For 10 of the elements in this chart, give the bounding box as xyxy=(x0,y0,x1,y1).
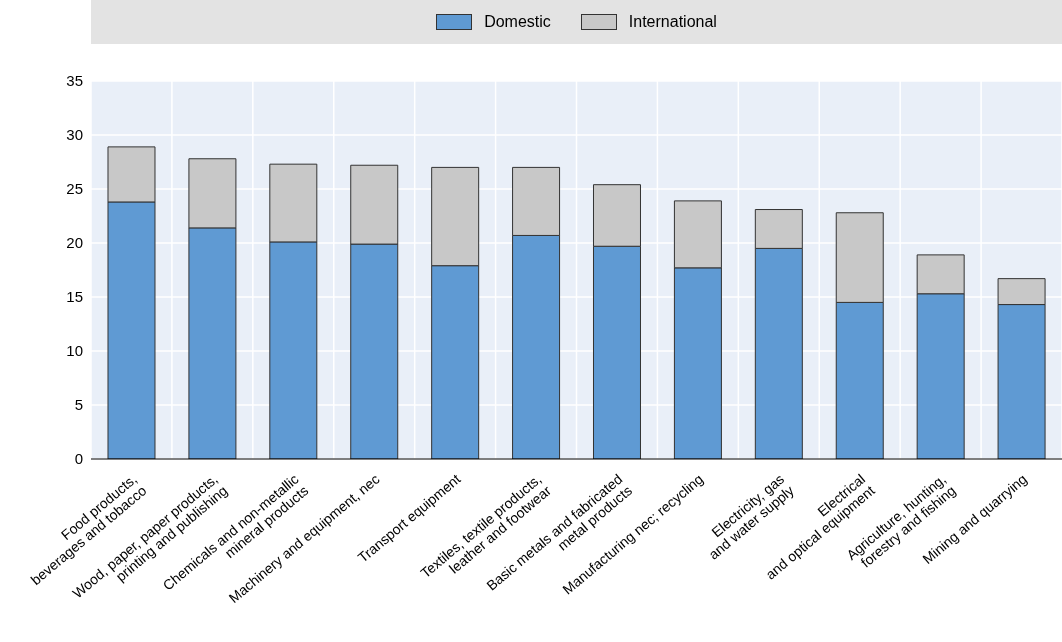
y-tick-label: 0 xyxy=(74,450,83,468)
y-tick-label: 10 xyxy=(66,342,83,360)
y-tick-label: 30 xyxy=(66,126,83,144)
y-tick-label: 35 xyxy=(66,72,83,90)
y-tick-label: 15 xyxy=(66,288,83,306)
y-tick-label: 25 xyxy=(66,180,83,198)
legend-label: Domestic xyxy=(484,13,551,31)
legend-label: International xyxy=(628,13,717,31)
y-tick-label: 5 xyxy=(74,396,83,414)
y-tick-label: 20 xyxy=(66,234,83,252)
